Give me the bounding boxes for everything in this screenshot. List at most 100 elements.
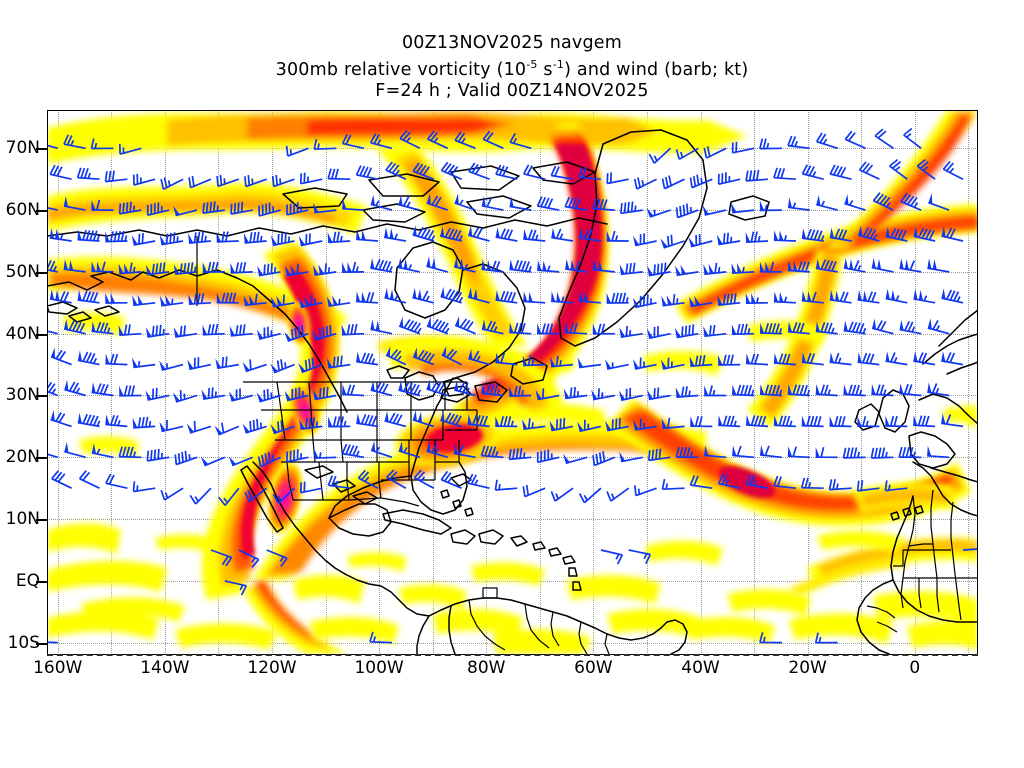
gridline-lon--140 — [164, 110, 166, 655]
wind-barb — [216, 292, 239, 304]
y-tick-60N: 60N — [5, 200, 40, 221]
wind-barb — [675, 264, 699, 277]
chart-title-block: 00Z13NOV2025 navgem 300mb relative vorti… — [0, 33, 1024, 102]
y-tick-mark-20N — [36, 457, 47, 460]
wind-barb — [146, 202, 170, 217]
wind-barb — [145, 387, 170, 401]
wind-barb — [299, 481, 323, 494]
wind-barb — [619, 451, 643, 463]
wind-barb — [495, 164, 518, 181]
wind-barb — [47, 260, 58, 273]
title-exponent-2: -1 — [552, 58, 565, 71]
wind-barb — [660, 357, 685, 370]
wind-barb — [717, 172, 741, 186]
wind-barb — [759, 632, 782, 644]
wind-barb — [522, 418, 546, 431]
wind-barb — [47, 641, 58, 644]
wind-barb — [398, 195, 421, 211]
vorticity-alaska-mountain-band — [47, 256, 347, 346]
wind-barb — [356, 351, 379, 366]
wind-barb — [773, 475, 796, 490]
wind-barb — [77, 412, 101, 428]
wind-barb — [77, 350, 100, 366]
wind-barb — [91, 261, 114, 273]
wind-barb — [745, 169, 769, 182]
wind-barb — [800, 477, 824, 490]
wind-barb — [118, 201, 142, 215]
wind-barb — [889, 158, 908, 180]
y-tick-mark-10N — [36, 519, 47, 522]
wind-barb — [440, 470, 462, 489]
wind-barb — [145, 324, 170, 338]
wind-barb — [815, 446, 838, 459]
wind-barb — [605, 417, 629, 432]
wind-barb — [844, 130, 866, 150]
wind-barb — [857, 352, 880, 366]
wind-barb — [481, 259, 504, 273]
wind-barb — [201, 387, 225, 401]
wind-barb — [661, 294, 685, 307]
wind-barb — [90, 138, 114, 150]
wind-barb — [356, 229, 379, 242]
wind-barb — [243, 231, 267, 244]
wind-barb — [298, 357, 323, 374]
wind-barb — [105, 230, 128, 243]
wind-barb — [63, 196, 86, 211]
wind-barb — [369, 631, 393, 644]
wind-barb — [385, 346, 407, 366]
gridline-lon--50 — [646, 110, 648, 655]
wind-barb — [242, 359, 267, 373]
wind-barb — [285, 145, 309, 157]
wind-barb — [271, 174, 295, 188]
wind-barb — [49, 289, 72, 304]
wind-barb — [426, 441, 448, 459]
wind-barb — [759, 322, 783, 335]
wind-barb — [454, 316, 476, 335]
wind-barb — [731, 141, 755, 154]
wind-barb — [230, 262, 253, 274]
vorticity-newfoundland-vortex — [395, 413, 499, 467]
wind-barb — [885, 351, 908, 366]
wind-barb — [550, 487, 574, 502]
wind-barb — [132, 294, 156, 307]
wind-barb — [327, 475, 351, 490]
wind-barb — [426, 256, 448, 273]
wind-barb — [717, 474, 741, 490]
wind-barb — [91, 443, 114, 459]
wind-barb — [271, 294, 295, 308]
wind-barb — [51, 470, 72, 489]
wind-barb — [661, 417, 685, 430]
wind-barb-layer — [47, 127, 978, 644]
wind-barb — [844, 194, 866, 211]
x-tick-80W: 80W — [467, 658, 506, 678]
wind-barb — [689, 174, 713, 189]
wind-barb — [509, 132, 532, 150]
wind-barb — [857, 289, 880, 304]
wind-barb — [577, 419, 602, 433]
x-tick-140W: 140W — [140, 658, 190, 678]
wind-barb — [857, 416, 880, 428]
wind-barb — [256, 388, 281, 403]
wind-barb — [619, 262, 643, 276]
wind-barb — [398, 316, 422, 335]
wind-barb — [787, 321, 810, 335]
wind-barb — [467, 414, 490, 428]
wind-barb — [843, 384, 866, 397]
wind-barb — [620, 201, 643, 215]
wind-barb — [91, 321, 114, 335]
wind-barb — [47, 201, 58, 211]
wind-barb — [357, 469, 379, 489]
y-tick-mark-10S — [36, 642, 47, 645]
wind-barb — [494, 479, 518, 491]
wind-barb — [132, 173, 156, 186]
wind-barb — [563, 386, 588, 400]
wind-barb — [214, 422, 240, 436]
wind-barb — [399, 130, 421, 150]
wind-barb — [913, 226, 936, 242]
wind-barb — [244, 487, 268, 503]
wind-barb — [633, 357, 657, 370]
wind-barb — [815, 258, 838, 273]
wind-barb — [927, 382, 950, 397]
wind-barb — [773, 167, 796, 181]
wind-barb — [91, 199, 114, 211]
